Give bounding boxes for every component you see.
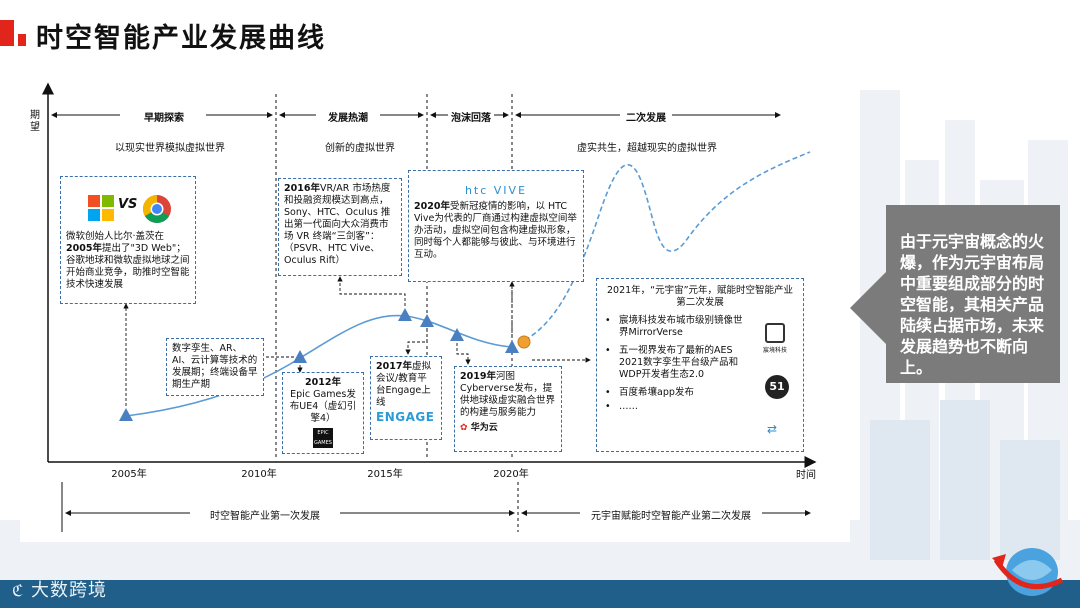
phase-bubble: 泡沫回落 (451, 113, 491, 124)
marker-2017 (420, 314, 434, 327)
year-2010: 2010年 (241, 469, 277, 480)
box-2017: 2017年虚拟会议/教育平台Engage上线 ENGAGE (370, 356, 442, 440)
list-item: • …… (605, 401, 638, 412)
list-item: • 五一视界发布了最新的AES 2021数字孪生平台级产品和WDP开发者生态2.… (605, 345, 739, 380)
baidu-xirang-icon: ⇄ (767, 422, 778, 436)
box-2016: 2016年VR/AR 市场热度和投融资规模达到高点，Sony、HTC、Oculu… (278, 178, 402, 276)
side-note: 由于元宇宙概念的火爆，作为元宇宙布局中重要组成部分的时空智能，其相关产品陆续占据… (886, 205, 1060, 383)
title-accent-mark-small (18, 34, 26, 46)
phase-early: 早期探索 (144, 113, 184, 124)
side-arrow-icon (850, 270, 888, 346)
epic-games-logo: EPIC GAMES (313, 428, 333, 448)
list-item: • 宸境科技发布城市级别镜像世界MirrorVerse (605, 315, 743, 338)
box-2021-title: 2021年，“元宇宙”元年，赋能时空智能产业第二次发展 (606, 285, 794, 308)
box-2020: htc VIVE 2020年受新冠疫情的影响，以 HTC Vive为代表的厂商通… (408, 170, 584, 282)
phase-boom: 发展热潮 (328, 113, 368, 124)
growth-curve-first (125, 314, 513, 417)
box-2021: 2021年，“元宇宙”元年，赋能时空智能产业第二次发展 • 宸境科技发布城市级别… (596, 278, 804, 452)
fiftyone-logo: 51 (765, 375, 789, 399)
era-second: 元宇宙赋能时空智能产业第二次发展 (591, 511, 751, 522)
connector-2017 (405, 329, 428, 355)
chenjing-cube-icon (765, 323, 785, 343)
windows-logo-icon (88, 195, 114, 221)
x-axis-label: 时间 (796, 470, 816, 481)
year-2015: 2015年 (367, 469, 403, 480)
marker-2012 (293, 350, 307, 363)
year-2005: 2005年 (111, 469, 147, 480)
marker-2016 (398, 308, 412, 321)
box-2005-text: 微软创始人比尔·盖茨在 2005年提出了"3D Web"；谷歌地球和微软虚拟地球之… (66, 231, 190, 290)
box-2005-logos: VS (66, 181, 190, 223)
phase-second-subtitle: 虚实共生，超越现实的虚拟世界 (577, 143, 717, 154)
box-2005: VS 微软创始人比尔·盖茨在 2005年提出了"3D Web"；谷歌地球和微软虚拟… (60, 176, 196, 304)
huawei-flower-icon: ✿ (460, 423, 468, 433)
phase-boom-subtitle: 创新的虚拟世界 (325, 143, 395, 154)
list-item: • 百度希壤app发布 (605, 387, 694, 398)
connector-2019 (456, 343, 471, 365)
diagram-panel: 期望 时间 早期探索 发展热潮 泡沫回落 二次发展 以现实世界模拟虚拟世界 创新… (20, 72, 850, 542)
marker-2020 (505, 340, 519, 353)
htc-vive-logo: htc VIVE (464, 184, 528, 197)
page-title: 时空智能产业发展曲线 (36, 23, 326, 54)
box-2019: 2019年河图Cyberverse发布，提供地球级虚实融合世界的构建与服务能力 … (454, 366, 562, 452)
chrome-logo-icon (143, 195, 171, 223)
y-axis-label: 期望 (30, 110, 40, 133)
huawei-cloud-logo: ✿ 华为云 (460, 423, 498, 433)
marker-2021 (517, 335, 531, 349)
chenjing-logo: 宸境科技 (757, 323, 793, 357)
title-accent-mark (0, 20, 14, 46)
engage-logo: ENGAGE (376, 410, 435, 424)
box-digital-tech: 数字孪生、AR、AI、云计算等技术的发展期；终端设备早期生产期 (166, 338, 264, 396)
footer-logo: ℭ 大数跨境 (12, 580, 107, 601)
connector-2016 (337, 276, 406, 306)
marker-2019 (450, 328, 464, 341)
phase-second: 二次发展 (626, 113, 666, 124)
logo-mark-icon: ℭ (12, 581, 25, 600)
era-first: 时空智能产业第一次发展 (210, 511, 320, 522)
marker-2005 (119, 408, 133, 421)
footer-bar (0, 580, 1080, 608)
globe-badge-icon (992, 548, 1064, 596)
vs-label: VS (118, 197, 138, 212)
phase-early-subtitle: 以现实世界模拟虚拟世界 (115, 143, 225, 154)
box-2012: 2012年 Epic Games发布UE4（虚幻引擎4） EPIC GAMES (282, 372, 364, 454)
year-2020: 2020年 (493, 469, 529, 480)
